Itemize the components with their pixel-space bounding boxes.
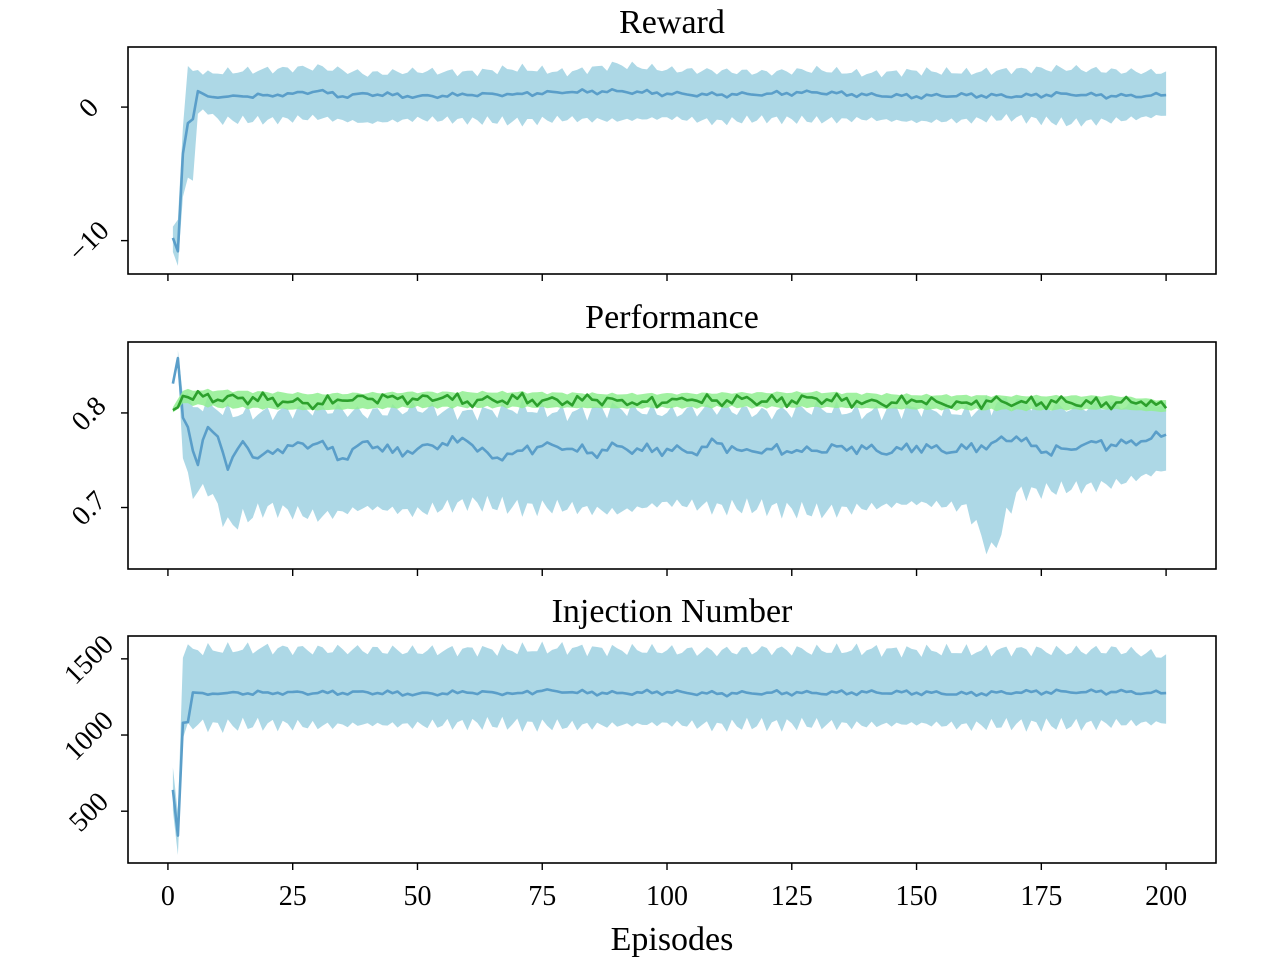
x-tick-label: 75 [528,881,556,912]
x-tick-label: 100 [646,881,688,912]
panels: Reward 0 −10 Performance 0.8 0.7 Injection Num… [58,4,1217,912]
y-tick-label: 0.8 [66,391,113,438]
y-tick-label: 1500 [58,629,120,691]
plot-frame [127,635,1217,864]
x-tick-label: 150 [896,881,938,912]
plot-frame [127,46,1217,275]
y-tick-label: 500 [63,786,115,838]
x-tick-label: 125 [771,881,813,912]
x-tick-label: 25 [279,881,307,912]
series-line-1 [171,688,1167,837]
plot-frame [127,341,1217,570]
series-band-1 [172,61,1167,266]
chart-panel-2: Performance 0.8 0.7 [66,299,1217,576]
x-tick-label: 200 [1145,881,1187,912]
chart-panel-1: Reward 0 −10 [63,4,1217,281]
chart-title: Reward [619,4,725,41]
y-tick-label: −10 [63,215,116,268]
series-line-2 [172,389,1168,412]
y-tick-label: 1000 [58,705,120,767]
x-tick-label: 50 [403,881,431,912]
y-tick-label: 0 [73,92,105,124]
chart-panel-3: Injection Number 1500 1000 500 0 25 50 75 100 125… [58,593,1217,912]
chart-title: Injection Number [552,593,793,630]
series-line-1 [171,88,1167,253]
series-band-1 [172,641,1167,855]
series-line-1 [171,356,1167,471]
y-tick-label: 0.7 [66,485,113,532]
series-band-1 [177,350,1167,555]
chart-title: Performance [585,299,759,336]
x-tick-label: 0 [161,881,175,912]
x-axis-label: Episodes [611,921,734,958]
x-tick-label: 175 [1020,881,1062,912]
